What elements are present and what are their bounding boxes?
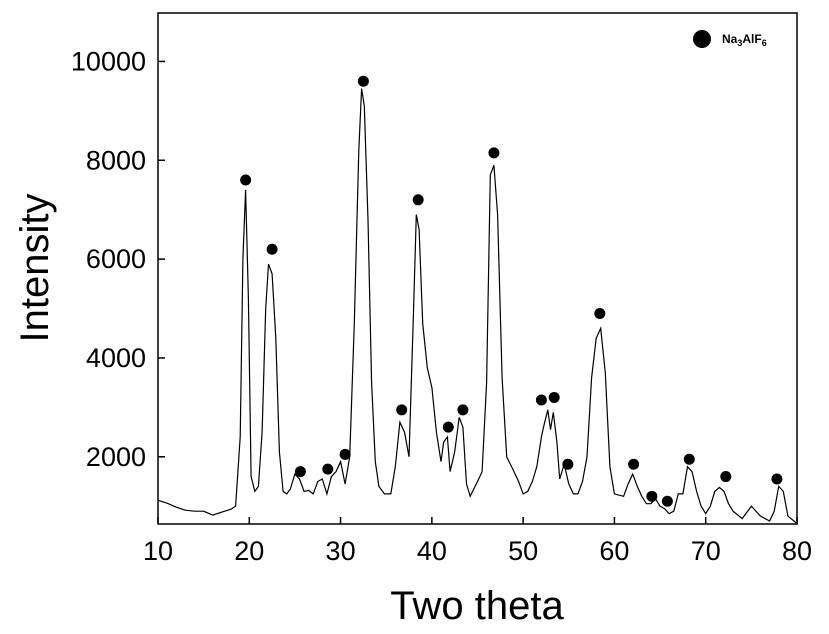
- x-tick-label: 50: [508, 536, 538, 566]
- peak-marker: [412, 194, 424, 206]
- plot-area: [157, 75, 798, 524]
- peak-marker: [683, 453, 695, 465]
- series-line: [157, 88, 798, 524]
- x-axis-title: Two theta: [390, 584, 564, 628]
- peak-marker: [720, 471, 732, 483]
- peak-marker: [339, 448, 351, 460]
- peak-marker: [396, 404, 408, 416]
- legend: Na3AlF6: [693, 30, 767, 48]
- peak-marker: [322, 463, 334, 475]
- y-tick-label: 10000: [71, 46, 146, 76]
- peak-marker: [594, 307, 606, 319]
- peak-markers: [240, 75, 783, 507]
- x-tick-label: 60: [599, 536, 629, 566]
- peak-marker: [488, 147, 500, 159]
- peak-marker: [535, 394, 547, 406]
- y-tick-label: 4000: [86, 343, 146, 373]
- peak-marker: [357, 75, 369, 87]
- peak-marker: [771, 473, 783, 485]
- peak-marker: [562, 458, 574, 470]
- x-tick-label: 30: [326, 536, 356, 566]
- peak-marker: [294, 466, 306, 478]
- peak-marker: [240, 174, 252, 186]
- peak-marker: [457, 404, 469, 416]
- peak-marker: [266, 243, 278, 255]
- peak-marker: [646, 490, 658, 502]
- x-tick-label: 10: [143, 536, 173, 566]
- y-tick-label: 8000: [86, 145, 146, 175]
- legend-label: Na3AlF6: [722, 32, 767, 48]
- y-tick-label: 6000: [86, 244, 146, 274]
- x-axis: 10 20 30 40 50 60 70 80: [143, 517, 812, 566]
- legend-marker-icon: [693, 30, 711, 48]
- x-tick-label: 40: [417, 536, 447, 566]
- peak-marker: [548, 391, 560, 403]
- peak-marker: [442, 421, 454, 433]
- y-axis-title: Intensity: [13, 194, 57, 343]
- x-tick-label: 80: [782, 536, 812, 566]
- x-tick-label: 70: [691, 536, 721, 566]
- x-tick-label: 20: [234, 536, 264, 566]
- peak-marker: [661, 495, 673, 507]
- y-tick-label: 2000: [86, 442, 146, 472]
- plot-frame: [157, 12, 798, 525]
- peak-marker: [628, 458, 640, 470]
- y-axis: 2000 4000 6000 8000 10000: [71, 46, 165, 472]
